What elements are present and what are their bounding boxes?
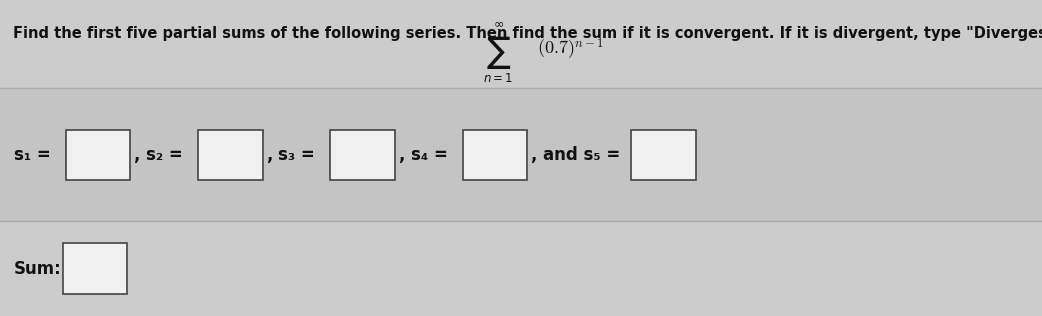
FancyBboxPatch shape (330, 130, 395, 180)
FancyBboxPatch shape (63, 243, 127, 294)
Text: ,: , (266, 146, 272, 164)
Text: ,: , (398, 146, 404, 164)
Text: $n=1$: $n=1$ (482, 72, 514, 86)
Text: $\sum$: $\sum$ (486, 33, 511, 71)
Text: ,: , (530, 146, 537, 164)
Text: $(0.7)^{n-1}$: $(0.7)^{n-1}$ (538, 36, 604, 62)
FancyBboxPatch shape (0, 221, 1042, 316)
Text: and s₅ =: and s₅ = (543, 146, 620, 164)
Text: Sum:: Sum: (14, 260, 61, 277)
Text: s₁ =: s₁ = (14, 146, 50, 164)
FancyBboxPatch shape (0, 0, 1042, 88)
FancyBboxPatch shape (0, 88, 1042, 221)
Text: s₂ =: s₂ = (146, 146, 182, 164)
Text: Find the first five partial sums of the following series. Then find the sum if i: Find the first five partial sums of the … (13, 26, 1042, 41)
Text: s₃ =: s₃ = (278, 146, 315, 164)
Text: ,: , (133, 146, 140, 164)
FancyBboxPatch shape (463, 130, 527, 180)
FancyBboxPatch shape (66, 130, 130, 180)
Text: $\infty$: $\infty$ (493, 17, 503, 30)
FancyBboxPatch shape (198, 130, 263, 180)
FancyBboxPatch shape (631, 130, 696, 180)
Text: s₄ =: s₄ = (411, 146, 447, 164)
